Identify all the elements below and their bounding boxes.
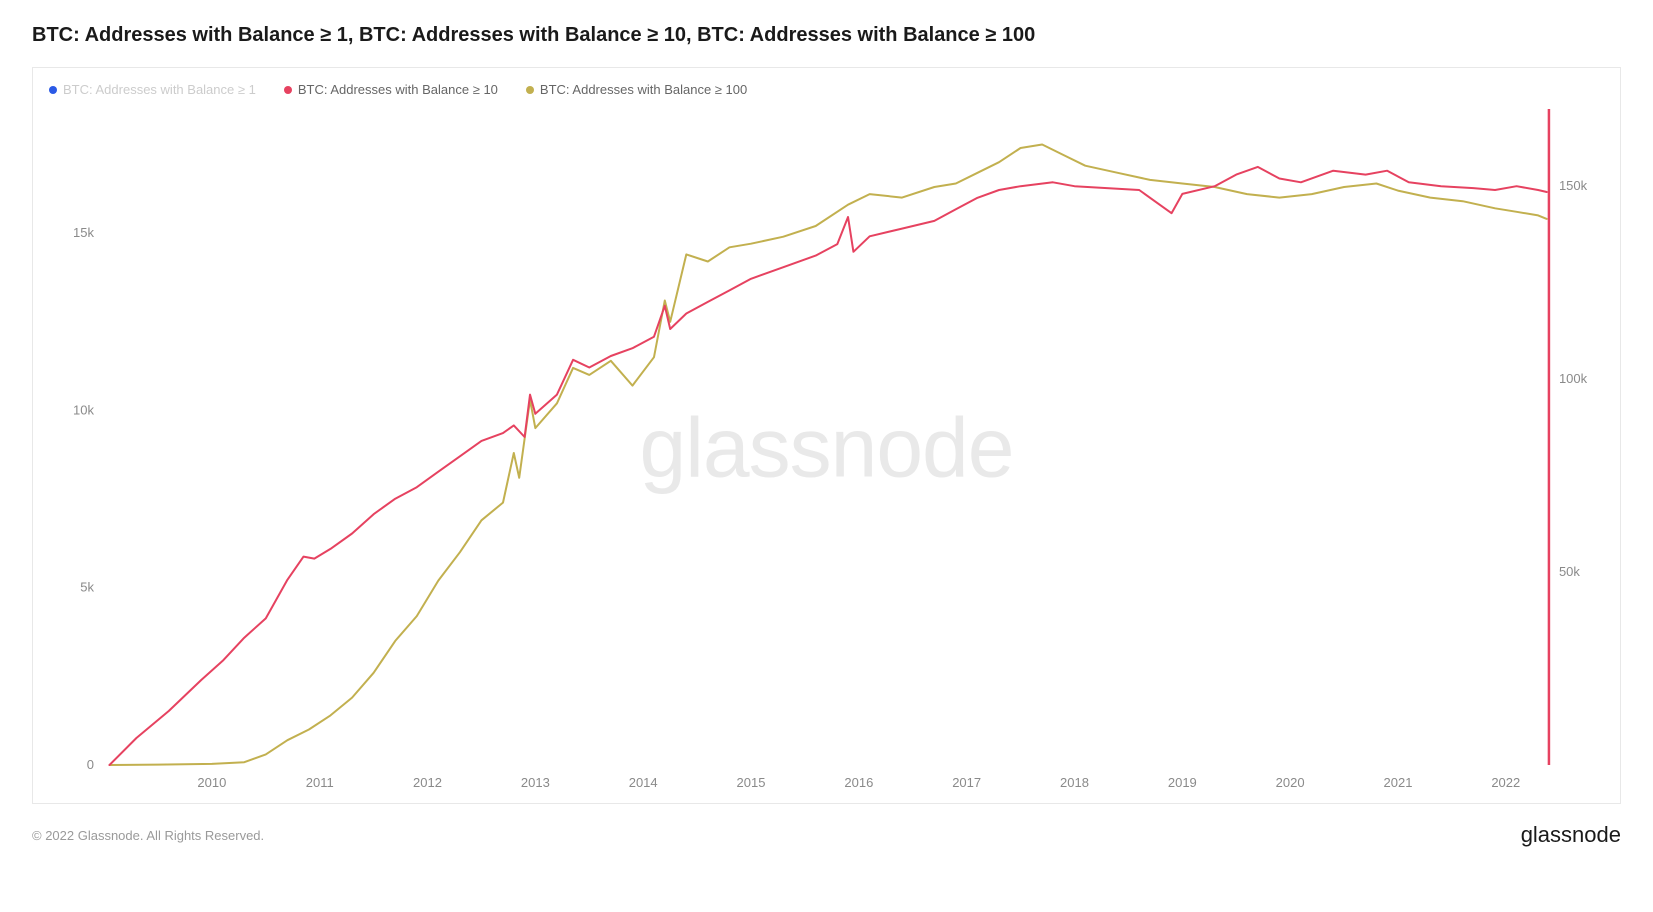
series-balance_gte_100	[109, 145, 1546, 766]
svg-text:2012: 2012	[413, 775, 442, 790]
svg-text:0: 0	[87, 757, 94, 772]
legend-dot-icon	[49, 86, 57, 94]
svg-text:2018: 2018	[1060, 775, 1089, 790]
svg-text:10k: 10k	[73, 402, 94, 417]
chart-footer: © 2022 Glassnode. All Rights Reserved. g…	[32, 822, 1621, 848]
chart-svg: 0 5k 10k 15k 50k 100k 150k 2010 2011 2012 2013 2014…	[49, 103, 1604, 793]
legend-dot-icon	[526, 86, 534, 94]
svg-text:100k: 100k	[1559, 371, 1588, 386]
chart-container: BTC: Addresses with Balance ≥ 1 BTC: Addr…	[32, 67, 1621, 804]
legend-dot-icon	[284, 86, 292, 94]
svg-text:2022: 2022	[1491, 775, 1520, 790]
svg-text:5k: 5k	[80, 580, 94, 595]
svg-text:2015: 2015	[737, 775, 766, 790]
legend-item[interactable]: BTC: Addresses with Balance ≥ 10	[284, 82, 498, 97]
legend-label: BTC: Addresses with Balance ≥ 100	[540, 82, 747, 97]
svg-text:2019: 2019	[1168, 775, 1197, 790]
svg-text:2020: 2020	[1276, 775, 1305, 790]
svg-text:2017: 2017	[952, 775, 981, 790]
copyright-text: © 2022 Glassnode. All Rights Reserved.	[32, 828, 264, 843]
legend-item[interactable]: BTC: Addresses with Balance ≥ 100	[526, 82, 747, 97]
plot-area: glassnode 05k10k15k50k100k150k2010201120…	[49, 103, 1604, 793]
legend: BTC: Addresses with Balance ≥ 1 BTC: Addr…	[49, 82, 1604, 97]
legend-label: BTC: Addresses with Balance ≥ 10	[298, 82, 498, 97]
series-balance_gte_10	[109, 167, 1546, 765]
svg-text:15k: 15k	[73, 225, 94, 240]
legend-item[interactable]: BTC: Addresses with Balance ≥ 1	[49, 82, 256, 97]
svg-text:2016: 2016	[844, 775, 873, 790]
svg-text:2011: 2011	[306, 775, 334, 790]
brand-text: glassnode	[1521, 822, 1621, 848]
svg-text:2013: 2013	[521, 775, 550, 790]
chart-title: BTC: Addresses with Balance ≥ 1, BTC: Ad…	[32, 24, 1621, 47]
svg-text:2014: 2014	[629, 775, 658, 790]
svg-text:2021: 2021	[1384, 775, 1413, 790]
svg-text:50k: 50k	[1559, 564, 1580, 579]
svg-text:150k: 150k	[1559, 178, 1588, 193]
svg-text:2010: 2010	[197, 775, 226, 790]
legend-label: BTC: Addresses with Balance ≥ 1	[63, 82, 256, 97]
